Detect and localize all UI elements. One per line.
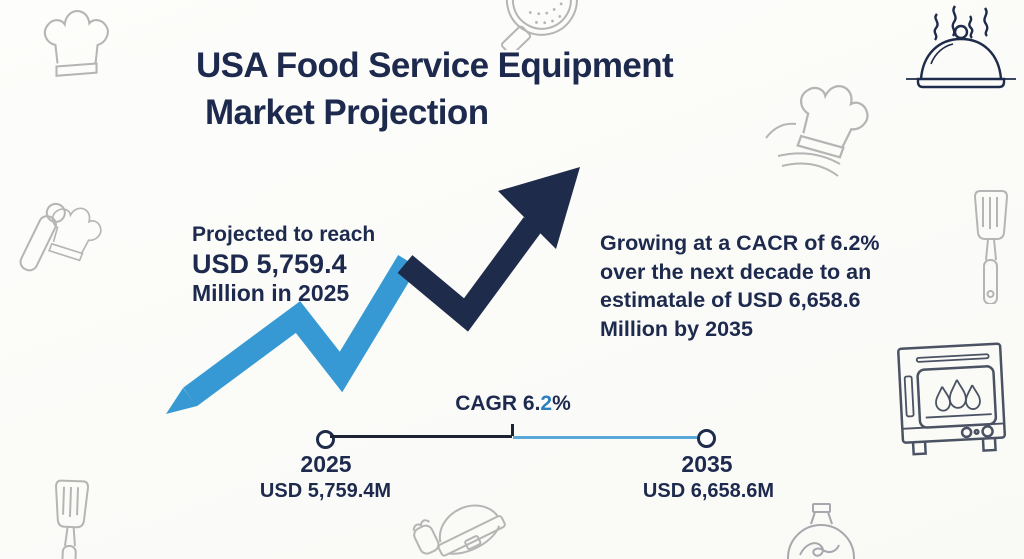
- stat-2025-block: Projected to reach USD 5,759.4 Million i…: [192, 221, 375, 307]
- timeline-end-value: USD 6,658.6M: [642, 480, 775, 502]
- spatula-icon: [973, 190, 1009, 304]
- timeline-end-node: [697, 429, 716, 448]
- stat-2025-unit: Million in 2025: [192, 280, 350, 306]
- spatula-bottom-icon: [55, 479, 90, 559]
- stat-2035-line3: estimatale of USD 6,658.6: [600, 288, 861, 312]
- chef-hat-pepper-mill-icon: [19, 202, 102, 272]
- cagr-label-suffix: %: [552, 392, 571, 415]
- cloche-steam-icon: [906, 5, 1016, 89]
- page-title-line1: USA Food Service Equipment: [196, 46, 674, 85]
- stat-2035-block: Growing at a CACR of 6.2% over the next …: [600, 229, 910, 343]
- kitchen-timer-icon: [787, 503, 855, 559]
- stat-2035-line2: over the next decade to an: [600, 259, 872, 284]
- page-title-line2: Market Projection: [205, 93, 489, 132]
- stat-2025-caption: Projected to reach: [192, 223, 376, 246]
- chef-hat-tilted-icon: [765, 85, 869, 177]
- cagr-label-blue-digit: 2: [540, 392, 553, 415]
- timeline-start-value: USD 5,759.4M: [259, 480, 392, 502]
- cagr-label-prefix: CAGR 6.: [455, 392, 541, 415]
- stat-2035-line4: Million by 2035: [600, 316, 753, 341]
- timeline-start-year: 2025: [300, 451, 352, 477]
- timeline-end-year: 2035: [681, 451, 733, 477]
- stat-2035-line1: Growing at a CACR of 6.2%: [600, 231, 880, 255]
- timeline-start-node: [316, 430, 335, 449]
- stat-2025-value: USD 5,759.4: [192, 249, 347, 279]
- chef-hat-icon: [43, 10, 109, 77]
- cagr-label: CAGR 6.2%: [413, 392, 613, 416]
- timeline-segment-dark: [330, 435, 512, 438]
- oven-icon: [897, 342, 1007, 456]
- page-title: USA Food Service Equipment Market Projec…: [196, 42, 674, 136]
- rice-cooker-icon: [412, 504, 506, 557]
- timeline-midpoint-tick: [511, 424, 514, 436]
- timeline-segment-blue: [513, 436, 697, 439]
